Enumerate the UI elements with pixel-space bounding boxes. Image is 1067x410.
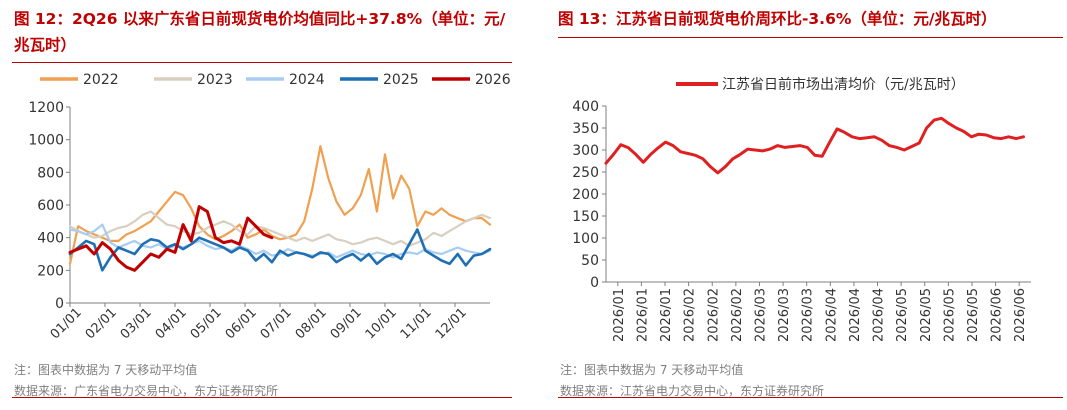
y-tick-label: 400: [572, 99, 599, 115]
chart-source: 数据来源：广东省电力交易中心，东方证券研究所: [14, 384, 279, 398]
x-tick-label: 2026/01: [635, 288, 650, 342]
x-tick-label: 07/01: [258, 305, 295, 342]
y-tick-label: 1200: [28, 100, 64, 116]
series-line-2022: [68, 145, 492, 265]
legend-label: 2026: [475, 72, 511, 88]
x-tick-label: 2026/04: [872, 288, 887, 342]
y-tick-label: 1000: [28, 133, 64, 149]
y-tick-label: 0: [55, 296, 64, 312]
x-tick-label: 02/01: [83, 305, 120, 342]
y-tick-label: 150: [572, 209, 599, 225]
title-rule: [558, 37, 1063, 38]
x-tick-label: 2026/05: [895, 288, 910, 342]
y-tick-label: 350: [572, 121, 599, 137]
x-tick-label: 12/01: [433, 305, 470, 342]
x-tick-label: 2026/05: [919, 288, 934, 342]
y-tick-label: 400: [37, 231, 64, 247]
x-tick-label: 08/01: [293, 305, 330, 342]
x-tick-label: 01/01: [48, 305, 85, 342]
legend-label: 2024: [289, 72, 325, 88]
x-tick-label: 2026/05: [942, 288, 957, 342]
chart-note: 注：图表中数据为 7 天移动平均值: [560, 363, 744, 377]
y-tick-label: 200: [37, 263, 64, 279]
x-tick-label: 04/01: [153, 305, 190, 342]
series-line-2026: [68, 205, 274, 272]
x-tick-label: 2026/03: [777, 288, 792, 342]
footer-rule: [558, 397, 1063, 398]
x-tick-label: 11/01: [398, 305, 435, 342]
x-tick-label: 2026/06: [990, 288, 1005, 342]
x-tick-label: 05/01: [188, 305, 225, 342]
series-line-jiangsu: [604, 116, 1025, 175]
y-tick-label: 300: [572, 143, 599, 159]
series-line-2023: [68, 210, 492, 247]
series-line-2025: [68, 228, 492, 272]
x-tick-label: 06/01: [223, 305, 260, 342]
y-tick-label: 100: [572, 231, 599, 247]
title-rule: [12, 62, 512, 63]
y-tick-label: 250: [572, 165, 599, 181]
x-tick-label: 2026/04: [824, 288, 839, 342]
line-chart-jiangsu: 江苏省日前市场出清均价（元/兆瓦时） 0 50 100 150 200 250 300 350 4…: [572, 76, 1031, 342]
x-tick-label: 2026/06: [1013, 288, 1028, 342]
chart-source: 数据来源：江苏省电力交易中心，东方证券研究所: [560, 384, 825, 398]
x-tick-label: 2026/03: [801, 288, 816, 342]
legend-label: 2025: [383, 72, 419, 88]
x-tick-label: 2026/02: [706, 288, 721, 342]
left-figure: 图 12：2Q26 以来广东省日前现货电价均值同比+37.8%（单位：元/兆瓦时…: [0, 0, 520, 410]
y-tick-label: 600: [37, 198, 64, 214]
legend-label: 2022: [83, 72, 119, 88]
x-tick-label: 2026/05: [966, 288, 981, 342]
x-tick-label: 2026/03: [753, 288, 768, 342]
legend-label: 2023: [197, 72, 233, 88]
y-tick-label: 0: [590, 275, 599, 291]
y-tick-label: 200: [572, 187, 599, 203]
x-tick-label: 2026/01: [612, 288, 627, 342]
right-figure: 图 13：江苏省日前现货电价周环比-3.6%（单位：元/兆瓦时） 江苏省日前市场…: [546, 0, 1067, 410]
x-tick-label: 09/01: [328, 305, 365, 342]
figure-title: 图 12：2Q26 以来广东省日前现货电价均值同比+37.8%（单位：元/兆瓦时…: [14, 10, 506, 54]
y-tick-label: 800: [37, 165, 64, 181]
x-tick-label: 2026/02: [730, 288, 745, 342]
y-tick-label: 50: [581, 253, 599, 269]
footer-rule: [12, 397, 512, 398]
x-tick-label: 03/01: [118, 305, 155, 342]
x-tick-label: 2026/04: [848, 288, 863, 342]
x-tick-label: 2026/01: [659, 288, 674, 342]
chart-note: 注：图表中数据为 7 天移动平均值: [14, 363, 198, 377]
series-line-2024: [68, 223, 492, 259]
x-tick-label: 2026/02: [683, 288, 698, 342]
x-tick-label: 10/01: [363, 305, 400, 342]
legend-label: 江苏省日前市场出清均价（元/兆瓦时）: [722, 76, 965, 93]
line-chart-guangdong: 2022 2023 2024 2025 2026 0 200 400 600 800 1000 120…: [28, 72, 511, 342]
figure-title: 图 13：江苏省日前现货电价周环比-3.6%（单位：元/兆瓦时）: [558, 10, 997, 28]
